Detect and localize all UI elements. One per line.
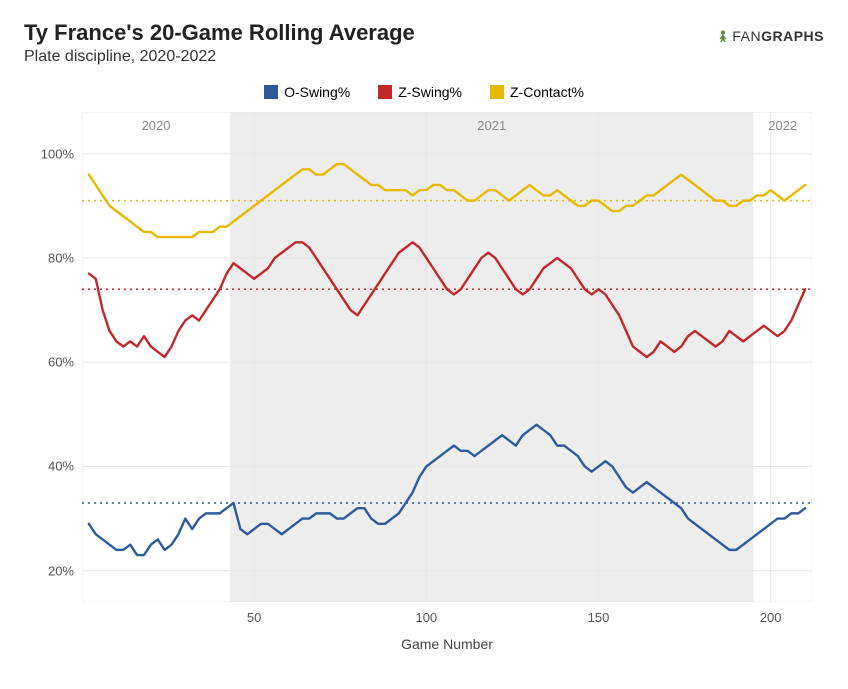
x-tick-label: 150 bbox=[588, 610, 610, 625]
y-axis: 20% 40% 60% 80% 100% bbox=[24, 112, 82, 602]
fangraphs-logo: FANGRAPHS bbox=[716, 28, 824, 44]
x-tick-label: 200 bbox=[760, 610, 782, 625]
logo-text-bold: GRAPHS bbox=[761, 28, 824, 44]
legend-label: Z-Contact% bbox=[510, 84, 584, 100]
x-tick-label: 100 bbox=[415, 610, 437, 625]
plot-area: 2020 2021 2022 bbox=[82, 112, 812, 602]
legend-label: Z-Swing% bbox=[398, 84, 462, 100]
logo-text-light: FAN bbox=[732, 28, 761, 44]
y-tick-label: 80% bbox=[48, 250, 74, 265]
y-tick-label: 100% bbox=[41, 146, 74, 161]
logo-icon bbox=[716, 29, 730, 43]
y-tick-label: 20% bbox=[48, 563, 74, 578]
legend-swatch bbox=[378, 85, 392, 99]
x-tick-label: 50 bbox=[247, 610, 261, 625]
chart-title: Ty France's 20-Game Rolling Average bbox=[24, 20, 824, 46]
season-label: 2022 bbox=[768, 118, 797, 133]
header: Ty France's 20-Game Rolling Average Plat… bbox=[24, 20, 824, 66]
x-axis: 50 100 150 200 bbox=[82, 602, 812, 632]
legend-swatch bbox=[490, 85, 504, 99]
x-axis-title: Game Number bbox=[82, 636, 812, 652]
plot-svg: 2020 2021 2022 bbox=[82, 112, 812, 602]
legend-item: O-Swing% bbox=[264, 84, 350, 100]
season-label: 2021 bbox=[477, 118, 506, 133]
chart-container: Ty France's 20-Game Rolling Average Plat… bbox=[0, 0, 848, 689]
y-tick-label: 60% bbox=[48, 355, 74, 370]
chart-subtitle: Plate discipline, 2020-2022 bbox=[24, 48, 824, 66]
legend: O-Swing% Z-Swing% Z-Contact% bbox=[24, 84, 824, 100]
legend-item: Z-Swing% bbox=[378, 84, 462, 100]
legend-item: Z-Contact% bbox=[490, 84, 584, 100]
season-band bbox=[82, 112, 230, 602]
y-tick-label: 40% bbox=[48, 459, 74, 474]
legend-swatch bbox=[264, 85, 278, 99]
season-label: 2020 bbox=[142, 118, 171, 133]
legend-label: O-Swing% bbox=[284, 84, 350, 100]
chart-area: 20% 40% 60% 80% 100% 2020 2021 2022 50 100 150 20… bbox=[24, 112, 824, 672]
season-band bbox=[230, 112, 753, 602]
